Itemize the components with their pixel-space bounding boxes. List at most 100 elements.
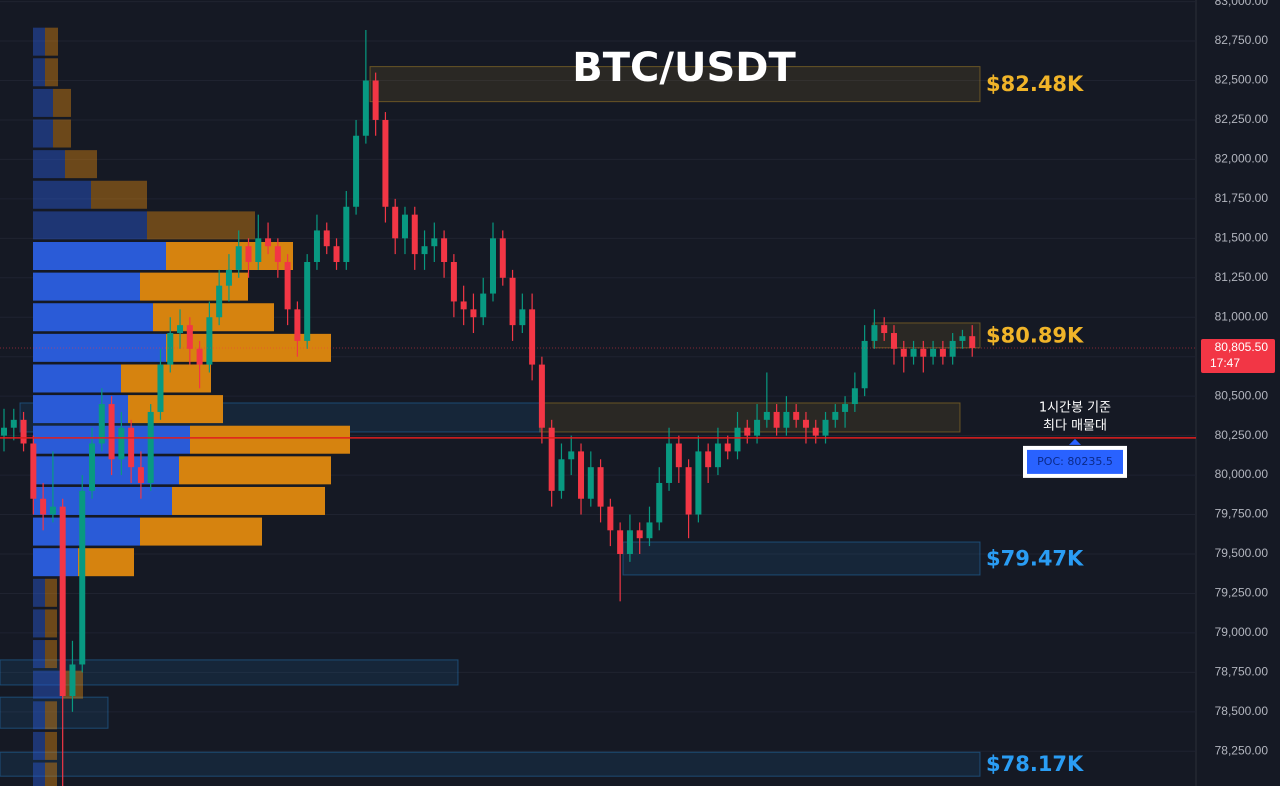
- vp-buy: [33, 486, 172, 515]
- vp-buy: [33, 272, 140, 301]
- candle-body: [519, 309, 526, 326]
- candle-body: [372, 80, 379, 120]
- candle-body: [812, 427, 819, 436]
- vp-buy: [33, 548, 78, 577]
- candle-body: [333, 246, 340, 262]
- candle-body: [118, 427, 125, 460]
- candle-body: [636, 530, 643, 539]
- vp-buy: [33, 58, 45, 87]
- candle-body: [147, 411, 154, 483]
- candle-body: [920, 348, 927, 357]
- chart-title: BTC/USDT: [572, 45, 796, 91]
- zone: [0, 659, 459, 686]
- candle-body: [578, 451, 585, 499]
- vp-buy: [33, 119, 53, 148]
- vp-buy: [33, 731, 45, 760]
- candle-body: [842, 404, 849, 412]
- candle-body: [705, 451, 712, 468]
- candle-body: [98, 404, 105, 444]
- candle-body: [265, 238, 272, 247]
- candle-body: [255, 238, 262, 262]
- vp-sell: [172, 486, 325, 515]
- candle-body: [167, 333, 174, 365]
- vp-sell: [45, 609, 57, 638]
- zone: [539, 402, 961, 433]
- vp-sell: [53, 88, 71, 117]
- candle-body: [294, 309, 301, 341]
- vp-buy: [33, 150, 65, 179]
- poc-pointer: [1069, 438, 1081, 445]
- vp-buy: [33, 670, 63, 699]
- candle-body: [284, 262, 291, 310]
- candle-body: [900, 348, 907, 357]
- candle-body: [930, 348, 937, 357]
- candle-body: [832, 411, 839, 420]
- annotation: 최다 매물대: [1043, 418, 1107, 433]
- candle-body: [724, 443, 731, 452]
- vp-buy: [33, 456, 179, 485]
- vp-buy: [33, 517, 140, 546]
- vp-buy: [33, 303, 153, 332]
- candle-body: [1, 427, 7, 436]
- candle-body: [304, 262, 311, 341]
- candle-body: [675, 443, 682, 468]
- candle-body: [89, 443, 96, 491]
- candle-body: [362, 80, 369, 136]
- candle-body: [959, 336, 966, 341]
- y-tick-label: 81,500.00: [1215, 230, 1269, 244]
- zone-label: $78.17K: [986, 752, 1084, 776]
- vp-sell: [45, 27, 58, 56]
- candle-body: [568, 451, 575, 460]
- candle-body: [861, 340, 868, 389]
- candle-body: [274, 246, 281, 262]
- candle-body: [480, 293, 487, 318]
- y-tick-label: 81,000.00: [1215, 309, 1269, 323]
- candle-body: [157, 364, 164, 412]
- candle-body: [793, 411, 800, 420]
- candle-body: [225, 269, 232, 286]
- y-tick-label: 82,500.00: [1215, 73, 1269, 87]
- candle-body: [548, 427, 555, 491]
- candle-body: [538, 364, 545, 428]
- candle-body: [69, 664, 76, 697]
- vp-buy: [33, 211, 147, 240]
- candle-body: [216, 285, 223, 318]
- candle-body: [529, 309, 536, 365]
- zone: [369, 66, 981, 103]
- candle-body: [969, 336, 976, 348]
- vp-buy: [33, 578, 45, 607]
- zone-label: $79.47K: [986, 546, 1084, 570]
- candle-body: [323, 230, 330, 247]
- zone: [872, 322, 981, 349]
- candle-body: [20, 419, 27, 444]
- candle-body: [802, 419, 809, 428]
- candle-body: [79, 490, 86, 665]
- candle-body: [783, 411, 790, 428]
- candle-body: [411, 214, 418, 255]
- y-tick-label: 78,750.00: [1215, 665, 1269, 679]
- candle-body: [656, 482, 663, 523]
- candle-body: [666, 443, 673, 483]
- candle-body: [939, 348, 946, 357]
- candle-body: [177, 325, 184, 334]
- candle-body: [910, 348, 917, 357]
- candle-body: [421, 246, 428, 255]
- y-tick-label: 81,250.00: [1215, 270, 1269, 284]
- vp-buy: [33, 242, 166, 271]
- candle-body: [108, 404, 115, 460]
- candle-body: [10, 419, 17, 428]
- vp-sell: [147, 211, 255, 240]
- candle-body: [763, 411, 770, 420]
- candle-body: [626, 530, 633, 554]
- vp-sell: [190, 425, 350, 454]
- candle-body: [137, 467, 144, 483]
- last-price-countdown: 17:47: [1210, 356, 1240, 370]
- vp-sell: [91, 180, 147, 209]
- candle-body: [128, 427, 135, 468]
- y-tick-label: 80,250.00: [1215, 428, 1269, 442]
- candle-body: [392, 206, 399, 239]
- candle-body: [401, 214, 408, 239]
- candle-body: [245, 246, 252, 262]
- y-tick-label: 80,500.00: [1215, 388, 1269, 402]
- vp-buy: [33, 364, 121, 393]
